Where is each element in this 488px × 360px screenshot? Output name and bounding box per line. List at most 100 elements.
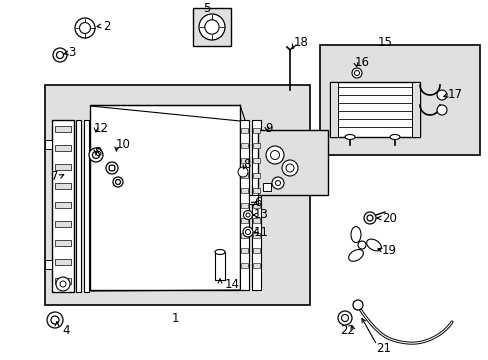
Ellipse shape bbox=[345, 135, 354, 139]
Ellipse shape bbox=[366, 239, 381, 251]
Circle shape bbox=[436, 90, 446, 100]
Bar bbox=[55, 145, 71, 151]
Bar bbox=[55, 202, 71, 208]
Bar bbox=[215, 252, 224, 280]
Circle shape bbox=[275, 180, 280, 185]
Ellipse shape bbox=[350, 226, 360, 243]
Circle shape bbox=[271, 177, 284, 189]
Circle shape bbox=[363, 212, 375, 224]
Circle shape bbox=[80, 22, 90, 33]
Text: 7: 7 bbox=[50, 170, 58, 183]
Bar bbox=[55, 278, 71, 284]
Bar bbox=[252, 263, 260, 268]
Text: 12: 12 bbox=[94, 122, 109, 135]
Bar bbox=[241, 248, 247, 253]
Bar bbox=[241, 128, 247, 133]
Circle shape bbox=[265, 146, 284, 164]
Text: 18: 18 bbox=[293, 36, 308, 49]
Bar bbox=[193, 8, 230, 46]
Circle shape bbox=[352, 300, 362, 310]
Text: 5: 5 bbox=[203, 1, 210, 14]
Bar bbox=[90, 105, 240, 290]
Text: 9: 9 bbox=[264, 122, 272, 135]
Bar bbox=[55, 126, 71, 132]
Text: 20: 20 bbox=[381, 211, 396, 225]
Circle shape bbox=[92, 152, 99, 158]
Circle shape bbox=[270, 150, 279, 159]
Text: 11: 11 bbox=[253, 225, 268, 238]
Circle shape bbox=[106, 162, 118, 174]
Bar bbox=[241, 203, 247, 208]
Circle shape bbox=[51, 316, 59, 324]
Bar bbox=[411, 82, 419, 137]
Ellipse shape bbox=[389, 135, 399, 139]
Bar bbox=[251, 120, 261, 290]
Text: 14: 14 bbox=[224, 279, 240, 292]
Bar bbox=[76, 120, 81, 292]
Bar bbox=[241, 143, 247, 148]
Text: 1: 1 bbox=[171, 311, 179, 324]
Circle shape bbox=[60, 281, 66, 287]
Text: 21: 21 bbox=[375, 342, 390, 355]
Circle shape bbox=[53, 48, 67, 62]
Bar bbox=[241, 233, 247, 238]
Circle shape bbox=[341, 315, 348, 321]
Bar bbox=[55, 183, 71, 189]
Bar bbox=[45, 85, 309, 305]
Circle shape bbox=[282, 160, 297, 176]
Circle shape bbox=[109, 165, 115, 171]
Circle shape bbox=[75, 18, 95, 38]
Circle shape bbox=[366, 215, 372, 221]
Text: 8: 8 bbox=[243, 158, 250, 171]
Circle shape bbox=[238, 167, 247, 177]
Text: 15: 15 bbox=[377, 36, 392, 49]
Circle shape bbox=[351, 68, 361, 78]
Bar bbox=[263, 183, 270, 191]
Bar bbox=[55, 259, 71, 265]
Bar bbox=[241, 263, 247, 268]
Circle shape bbox=[204, 20, 219, 34]
Bar bbox=[329, 82, 337, 137]
Bar bbox=[252, 203, 260, 208]
Bar bbox=[252, 248, 260, 253]
Text: 16: 16 bbox=[354, 55, 369, 68]
Text: 17: 17 bbox=[447, 89, 462, 102]
Circle shape bbox=[436, 105, 446, 115]
Bar bbox=[252, 188, 260, 193]
Circle shape bbox=[113, 177, 123, 187]
Circle shape bbox=[243, 227, 252, 237]
Circle shape bbox=[57, 51, 63, 58]
Bar bbox=[252, 233, 260, 238]
Ellipse shape bbox=[348, 249, 363, 261]
Bar bbox=[241, 218, 247, 223]
Bar bbox=[241, 158, 247, 163]
Circle shape bbox=[245, 213, 249, 217]
Circle shape bbox=[115, 180, 120, 184]
Bar bbox=[241, 173, 247, 178]
Bar bbox=[55, 221, 71, 227]
Bar bbox=[252, 143, 260, 148]
Bar bbox=[252, 218, 260, 223]
Circle shape bbox=[354, 71, 359, 76]
Ellipse shape bbox=[215, 249, 224, 255]
Bar bbox=[252, 173, 260, 178]
Circle shape bbox=[199, 14, 224, 40]
Circle shape bbox=[245, 230, 250, 234]
Text: 3: 3 bbox=[68, 46, 75, 59]
Bar bbox=[241, 188, 247, 193]
Bar bbox=[52, 120, 74, 292]
Text: 2: 2 bbox=[103, 19, 110, 32]
Circle shape bbox=[337, 311, 351, 325]
Circle shape bbox=[285, 164, 293, 172]
Bar bbox=[252, 158, 260, 163]
Bar bbox=[319, 45, 479, 155]
Circle shape bbox=[47, 312, 63, 328]
Text: 19: 19 bbox=[381, 243, 396, 256]
Bar bbox=[55, 164, 71, 170]
Bar bbox=[248, 195, 258, 204]
Bar bbox=[55, 240, 71, 246]
Text: 10: 10 bbox=[116, 139, 131, 152]
Circle shape bbox=[357, 241, 365, 249]
Text: 13: 13 bbox=[253, 208, 268, 221]
Text: 6: 6 bbox=[253, 197, 261, 210]
